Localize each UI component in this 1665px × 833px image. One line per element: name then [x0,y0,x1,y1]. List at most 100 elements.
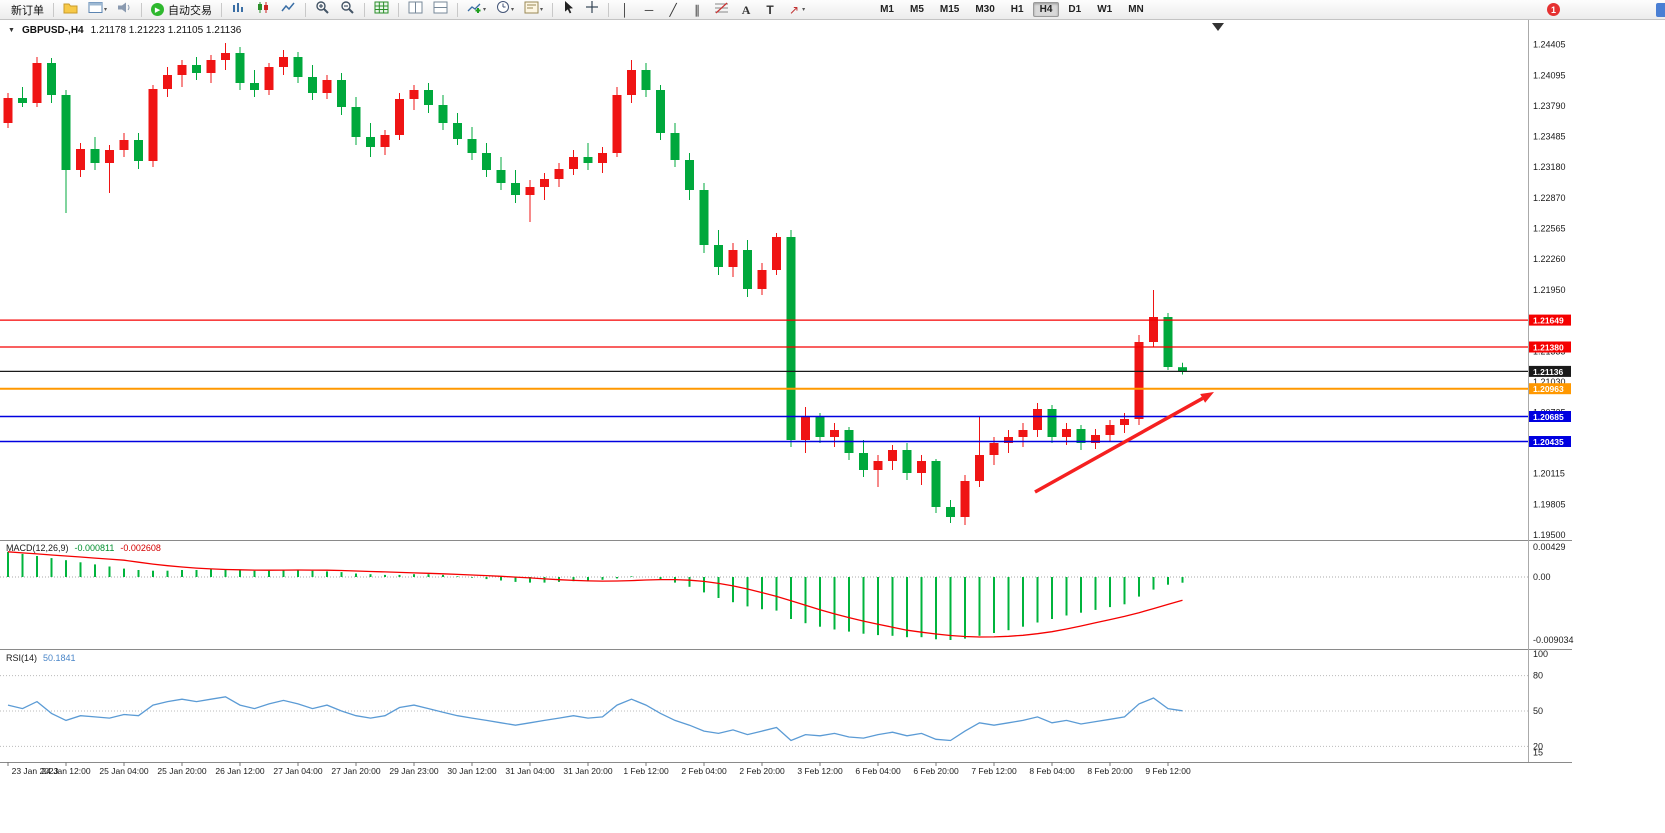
time-axis-label: 31 Jan 04:00 [505,766,554,776]
profiles-button[interactable] [59,0,82,19]
chart-shift-marker[interactable] [1212,23,1224,31]
candle-body [206,60,216,73]
candle-body [453,123,462,139]
price-axis-label: 1.23485 [1533,132,1566,142]
time-axis-label: 27 Jan 20:00 [331,766,380,776]
candle-body [366,137,375,147]
period-button[interactable]: ▾ [492,0,518,19]
candle-body [1134,342,1144,419]
price-axis-label: 1.23180 [1533,162,1566,172]
channel-tool-button[interactable]: ∥ [686,0,708,19]
rsi-axis-label: 80 [1533,671,1543,681]
timeframe-m1[interactable]: M1 [880,4,894,15]
time-axis-label: 31 Jan 20:00 [563,766,612,776]
candle-body [409,90,419,99]
text-tool-button[interactable]: A [735,0,757,19]
price-badge-value: 1.21136 [1533,367,1564,377]
bar-chart-icon [231,1,246,19]
zoom-in-button[interactable] [311,0,334,19]
chevron-down-icon: ▾ [483,7,487,13]
timeframe-w1[interactable]: W1 [1097,4,1113,15]
candle-body [119,140,129,150]
candle-body [1047,409,1057,437]
candle-body [337,80,346,107]
candlestick-icon [256,1,271,19]
time-axis-label: 1 Feb 12:00 [623,766,669,776]
grid-button[interactable] [370,0,393,19]
add-indicator-icon [467,1,482,19]
toolbar-separator [141,2,143,17]
time-axis-label: 23 Jan 2023 [12,766,59,776]
chevron-down-icon: ▾ [104,7,108,13]
candle-body [931,461,941,507]
new-chart-button[interactable]: ▾ [84,0,111,19]
time-axis-label: 29 Jan 23:00 [389,766,438,776]
speaker-icon [117,1,132,19]
candle-body [540,179,549,187]
time-axis[interactable] [0,762,1572,782]
horizontal-line-tool-button[interactable]: ─ [638,0,660,19]
candlestick-chart-button[interactable] [252,0,275,19]
candle-body [90,149,100,163]
candle-body [1062,429,1071,437]
text-icon: A [741,2,751,17]
candle-body [351,107,361,137]
timeframe-m15[interactable]: M15 [939,4,960,15]
toolbar-separator [398,2,400,17]
fibonacci-tool-button[interactable] [710,0,733,19]
add-indicator-button[interactable]: ▾ [463,0,490,19]
macd-pane[interactable] [0,540,1528,649]
line-chart-button[interactable] [277,0,300,19]
candle-body [380,135,390,147]
template-button[interactable]: ▾ [520,0,547,19]
tile-windows-horizontal-button[interactable] [429,0,452,19]
shapes-tool-button[interactable]: ↗ ▾ [783,0,809,19]
timeframe-mn[interactable]: MN [1128,4,1144,15]
label-tool-button[interactable]: T [759,0,781,19]
corner-icon[interactable] [1656,2,1665,17]
timeframe-m30[interactable]: M30 [975,4,995,15]
new-order-button[interactable]: 新订单 [11,4,44,17]
candle-body [467,139,477,153]
rsi-value: 50.1841 [43,653,76,663]
candle-body [1076,429,1086,443]
candle-body [670,133,680,160]
cursor-button[interactable] [558,0,579,19]
timeframe-d1[interactable]: D1 [1068,4,1082,15]
candle-body [163,75,172,89]
macd-indicator-label: MACD(12,26,9) -0.000811 -0.002608 [6,543,161,553]
timeframe-m5[interactable]: M5 [909,4,924,15]
tile-windows-vertical-button[interactable] [404,0,427,19]
candle-body [134,140,143,161]
candle-body [1105,425,1115,435]
candle-body [975,455,984,481]
candle-body [786,237,796,440]
bar-chart-button[interactable] [227,0,250,19]
time-axis-label: 8 Feb 20:00 [1087,766,1133,776]
timeframe-h4[interactable]: H4 [1032,2,1060,17]
macd-main-value: -0.000811 [74,543,115,553]
price-badge [1529,383,1571,395]
price-axis-label: 1.20115 [1533,469,1565,479]
alerts-button[interactable] [113,0,136,19]
toolbar-separator [608,2,610,17]
rsi-indicator-label: RSI(14) 50.1841 [6,653,76,663]
notification-badge[interactable]: 1 [1547,3,1560,16]
zoom-out-button[interactable] [336,0,359,19]
candle-body [424,90,433,105]
trend-arrow-line[interactable] [1034,396,1204,494]
candle-body [1178,367,1187,372]
vertical-line-tool-button[interactable]: │ [614,0,636,19]
rsi-pane[interactable] [0,649,1528,762]
rsi-axis-label: 50 [1533,706,1543,716]
trendline-tool-button[interactable]: ╱ [662,0,684,19]
macd-signal-line [7,551,1183,638]
timeframe-h1[interactable]: H1 [1010,4,1024,15]
one-click-trading-arrow-icon[interactable]: ▼ [8,27,15,34]
toolbar-separator [364,2,366,17]
crosshair-button[interactable] [581,0,603,19]
auto-trading-button[interactable]: ▶ 自动交易 [147,0,216,19]
trend-arrow-head[interactable] [1200,392,1214,403]
candle-body [1091,435,1100,443]
